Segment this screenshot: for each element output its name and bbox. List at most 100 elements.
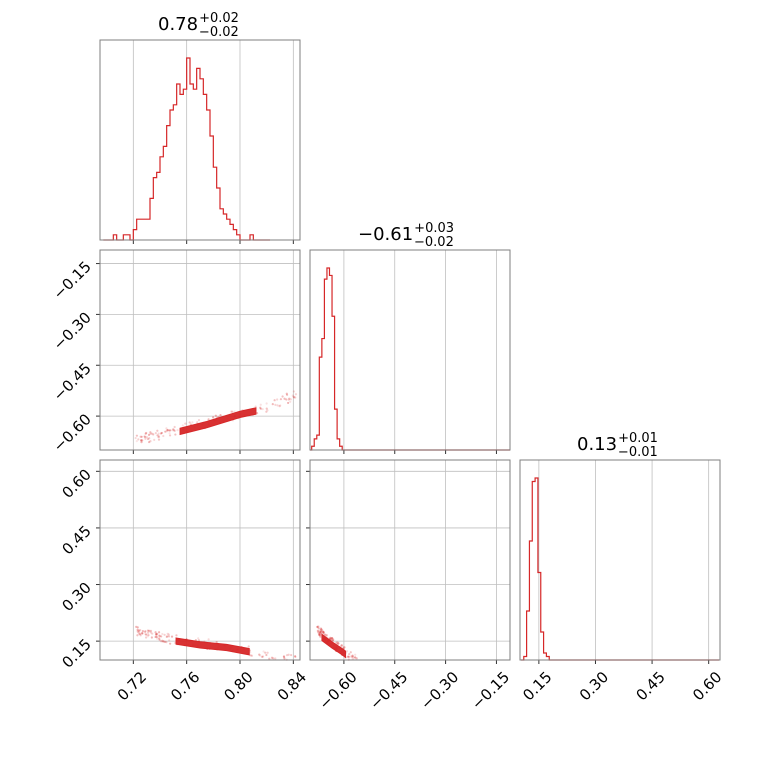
median-param-2: 0.13: [577, 434, 617, 455]
scatter-point-21: [342, 646, 345, 649]
scatter-point-21: [320, 628, 323, 631]
scatter-point-20: [155, 633, 158, 636]
panel-frame-hist-0: [99, 39, 301, 241]
scatter-point-10: [157, 436, 160, 439]
scatter-point-10: [188, 421, 191, 424]
scatter-point-21: [316, 625, 319, 629]
panel-2d-param-0-vs-1: [96, 249, 301, 454]
scatter-point-21: [346, 655, 349, 658]
scatter-point-20: [146, 635, 149, 638]
minus-param-0: −0.02: [199, 25, 239, 40]
scatter-point-21: [319, 631, 322, 634]
scatter-point-10: [157, 438, 161, 441]
scatter-point-10: [157, 435, 161, 438]
scatter-point-20: [158, 637, 161, 640]
y-tick-label-1-1: −0.45: [50, 359, 95, 404]
scatter-point-10: [254, 405, 257, 408]
scatter-point-21: [325, 633, 328, 637]
scatter-point-21: [319, 627, 323, 630]
scatter-point-10: [144, 437, 147, 440]
scatter-point-21: [354, 656, 357, 659]
scatter-point-21: [347, 655, 350, 658]
scatter-point-20: [170, 635, 174, 638]
scatter-point-21: [323, 633, 326, 636]
scatter-point-20: [141, 632, 144, 635]
scatter-point-10: [134, 436, 137, 440]
scatter-point-10: [265, 407, 268, 410]
scatter-point-21: [351, 655, 354, 658]
scatter-point-10: [165, 430, 168, 433]
scatter-point-10: [148, 437, 151, 440]
scatter-point-21: [319, 634, 322, 637]
scatter-point-10: [191, 421, 194, 424]
scatter-point-10: [287, 401, 290, 405]
scatter-point-21: [329, 637, 332, 640]
grid-2d-10: [100, 250, 300, 450]
contour-band-10: [179, 407, 257, 436]
scatter-point-20: [156, 635, 159, 639]
scatter-point-20: [261, 655, 264, 658]
scatter-point-20: [290, 653, 293, 657]
scatter-point-10: [165, 427, 168, 430]
scatter-point-10: [289, 398, 292, 401]
scatter-point-10: [259, 406, 262, 409]
scatter-point-21: [340, 644, 343, 647]
scatter-2d-20: [135, 625, 297, 661]
scatter-point-10: [141, 439, 144, 442]
scatter-point-10: [230, 410, 233, 413]
scatter-point-10: [273, 399, 276, 402]
scatter-point-20: [161, 632, 164, 636]
scatter-point-21: [319, 635, 322, 639]
scatter-point-20: [136, 628, 139, 632]
scatter-point-20: [215, 640, 218, 644]
scatter-point-10: [146, 437, 150, 441]
scatter-point-10: [154, 432, 157, 435]
scatter-point-20: [150, 636, 153, 639]
x-tick-label-1-3: −0.15: [468, 668, 513, 713]
scatter-point-20: [268, 657, 271, 660]
scatter-point-21: [321, 629, 324, 632]
scatter-point-20: [158, 634, 161, 637]
contour-band-20: [175, 637, 250, 656]
panel-hist-param-2: 0.13+0.01 −0.01: [519, 431, 721, 664]
scatter-2d-10: [134, 390, 298, 444]
scatter-point-10: [281, 395, 284, 398]
scatter-point-20: [139, 634, 142, 637]
scatter-point-21: [317, 625, 320, 628]
scatter-point-20: [136, 634, 139, 637]
scatter-point-10: [150, 432, 153, 435]
scatter-point-10: [283, 397, 286, 400]
title-param-0: 0.78+0.02 −0.02: [158, 11, 239, 40]
scatter-point-20: [135, 625, 138, 628]
scatter-point-20: [154, 635, 157, 639]
scatter-point-20: [148, 629, 151, 632]
x-tick-label-0-2: 0.80: [220, 668, 256, 704]
scatter-point-21: [343, 646, 347, 649]
scatter-point-21: [318, 633, 321, 637]
histogram-param-0: [103, 57, 270, 241]
scatter-point-10: [168, 429, 172, 432]
scatter-point-20: [261, 655, 265, 658]
scatter-point-10: [176, 429, 179, 432]
scatter-point-21: [325, 634, 328, 637]
scatter-point-10: [137, 438, 140, 441]
grid-2d-20: [100, 460, 300, 660]
y-tick-label-1-0: −0.60: [50, 410, 95, 455]
scatter-point-20: [155, 636, 158, 639]
scatter-point-10: [149, 440, 152, 443]
left-tick-labels-row-1: −0.60 −0.45 −0.30 −0.15: [50, 258, 95, 456]
scatter-point-20: [166, 632, 169, 635]
scatter-point-20: [282, 655, 286, 658]
scatter-point-20: [166, 635, 169, 638]
scatter-point-21: [336, 641, 339, 644]
scatter-point-21: [316, 629, 319, 632]
scatter-point-20: [247, 645, 250, 648]
left-tick-labels-row-2: 0.15 0.30 0.45 0.60: [58, 465, 94, 671]
scatter-point-21: [321, 630, 325, 633]
scatter-point-10: [135, 440, 138, 443]
scatter-point-20: [272, 657, 275, 660]
x-tick-label-1-2: −0.30: [417, 668, 462, 713]
scatter-point-20: [294, 655, 297, 658]
scatter-point-10: [231, 410, 234, 413]
scatter-point-10: [152, 433, 155, 436]
